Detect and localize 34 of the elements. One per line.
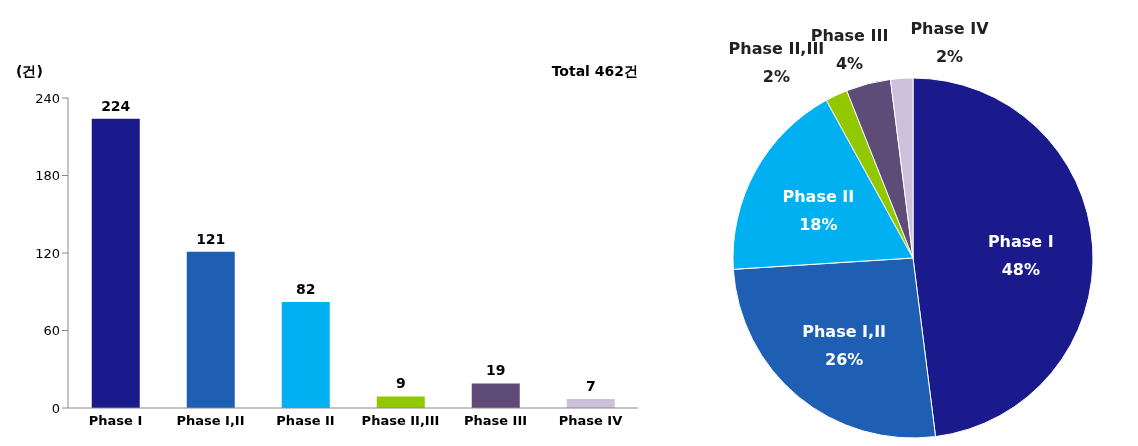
slice-label: Phase II [782,186,855,206]
data-label: 48% [1001,260,1040,280]
data-label: 26% [825,350,864,370]
bar [186,251,235,408]
data-label: 224 [101,97,131,114]
data-label: 121 [196,230,226,247]
data-label: 18% [799,214,838,234]
slice-label: Phase I,II [802,322,887,342]
data-label: 19 [486,362,506,379]
slice-label: Phase I [987,232,1054,252]
x-tick-label: Phase IV [558,413,623,429]
bar [91,118,140,408]
text: Total 462건 [551,63,638,81]
bar [281,302,330,408]
data-label: 82 [296,281,316,298]
x-tick-label: Phase III [463,413,528,429]
x-tick-label: Phase II [276,413,335,429]
y-axis-title: (건) [16,63,43,81]
y-tick-label: 120 [35,245,60,261]
bar [376,396,425,408]
data-label: 2% [762,67,791,87]
slice-label: Phase IV [910,19,990,39]
x-tick-label: Phase I [88,413,143,429]
bar [471,383,520,408]
data-label: 9 [395,375,406,392]
x-tick-label: Phase II,III [361,413,440,429]
data-label: 7 [585,377,596,394]
y-tick-label: 60 [43,323,60,339]
data-label: 4% [835,53,864,73]
y-tick-label: 240 [35,90,60,106]
data-label: 2% [935,47,964,67]
y-tick-label: 180 [35,168,60,184]
y-tick-label: 0 [51,400,60,416]
x-tick-label: Phase I,II [176,413,245,429]
